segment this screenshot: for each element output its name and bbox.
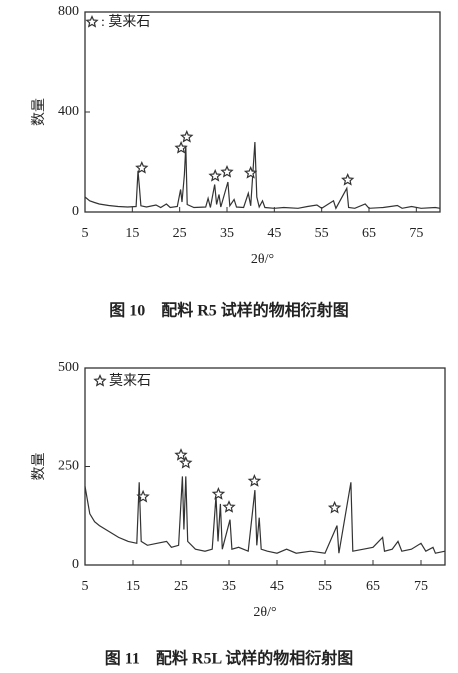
phase-marker: [135, 160, 149, 174]
phase-marker: [341, 172, 355, 186]
caption: 图 10 配料 R5 试样的物相衍射图: [109, 301, 349, 320]
phase-marker: [211, 487, 226, 500]
phase-marker: [222, 500, 236, 513]
x-tick-label: 65: [362, 226, 376, 241]
phase-marker: [179, 455, 193, 469]
phase-marker: [180, 129, 194, 143]
x-tick-label: 55: [318, 579, 332, 594]
plot-frame: [84, 11, 441, 213]
diffraction-line: [84, 476, 446, 554]
phase-marker: [327, 500, 342, 514]
x-tick-label: 45: [270, 579, 284, 594]
x-tick-label: 35: [222, 579, 236, 594]
y-tick-label: 400: [58, 104, 79, 119]
phase-marker: [243, 165, 258, 179]
phase-marker: [220, 164, 234, 178]
y-tick-label: 0: [72, 557, 79, 572]
y-tick-label: 250: [58, 459, 79, 474]
x-axis-label: 2θ/°: [253, 605, 276, 620]
y-axis-label: 数量: [31, 453, 47, 481]
plot-frame: [84, 367, 446, 566]
x-tick-label: 5: [82, 226, 89, 241]
x-tick-label: 15: [126, 579, 140, 594]
y-tick-label: 500: [58, 360, 79, 375]
x-axis-label: 2θ/°: [251, 252, 274, 267]
x-tick-label: 25: [173, 226, 187, 241]
phase-marker: [174, 140, 188, 154]
caption: 图 11 配料 R5L 试样的物相衍射图: [105, 649, 353, 668]
x-tick-label: 65: [366, 579, 380, 594]
x-tick-label: 75: [409, 226, 423, 241]
x-tick-label: 35: [220, 226, 234, 241]
legend-label: 莫来石: [109, 373, 151, 389]
legend-symbol: [93, 373, 107, 387]
y-tick-label: 0: [72, 204, 79, 219]
x-tick-label: 55: [315, 226, 329, 241]
x-tick-label: 15: [125, 226, 139, 241]
y-tick-label: 800: [58, 4, 79, 19]
phase-marker: [136, 489, 150, 503]
phase-marker: [247, 474, 262, 487]
x-tick-label: 25: [174, 579, 188, 594]
legend-label: : 莫来石: [101, 14, 150, 30]
legend-symbol: [85, 14, 99, 28]
phase-marker: [174, 448, 188, 461]
diffraction-line: [84, 141, 441, 210]
phase-marker: [208, 168, 222, 182]
x-tick-label: 5: [82, 579, 89, 594]
y-axis-label: 数量: [31, 98, 47, 126]
x-tick-label: 75: [414, 579, 428, 594]
x-tick-label: 45: [267, 226, 281, 241]
